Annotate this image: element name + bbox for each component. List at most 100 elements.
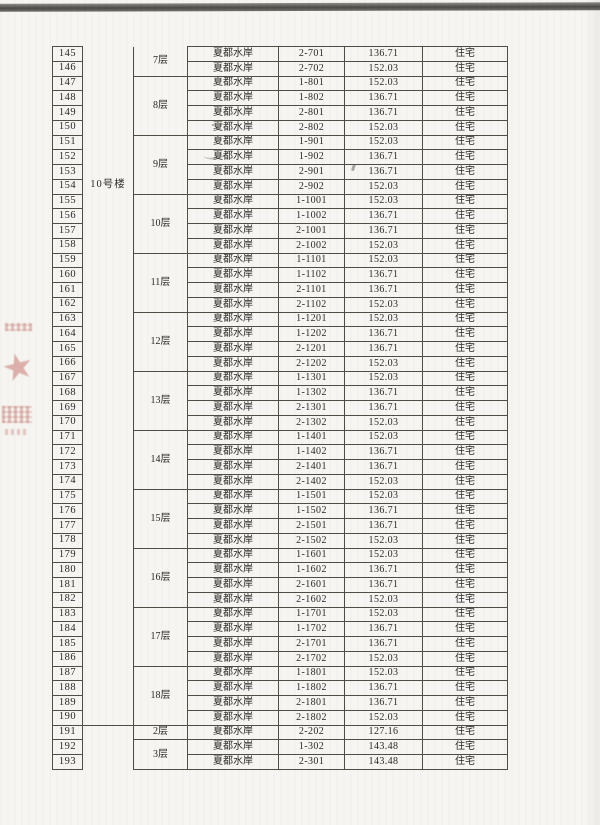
area-cell: 152.03 — [344, 134, 423, 151]
seq-cell: 192 — [52, 739, 83, 755]
project-cell: 夏都水岸 — [187, 606, 279, 623]
seq-cell: 158 — [52, 237, 83, 254]
project-cell: 夏都水岸 — [187, 252, 279, 269]
project-cell: 夏都水岸 — [187, 193, 279, 210]
seq-cell: 162 — [52, 296, 83, 313]
use-cell: 住宅 — [422, 591, 508, 608]
unit-cell: 1-1302 — [278, 385, 345, 401]
table-row: 148 夏都水岸 1-802 136.71 住宅 — [52, 90, 508, 106]
unit-cell: 1-1601 — [278, 547, 345, 564]
unit-cell: 1-302 — [278, 739, 345, 755]
project-cell: 夏都水岸 — [187, 591, 279, 608]
seq-cell: 148 — [52, 90, 83, 106]
seq-cell: 188 — [52, 680, 83, 696]
area-cell: 152.03 — [344, 370, 423, 387]
unit-cell: 2-1101 — [278, 282, 345, 298]
table-row: 156 夏都水岸 1-1002 136.71 住宅 — [52, 208, 508, 224]
seq-cell: 191 — [52, 724, 83, 741]
area-cell: 152.03 — [344, 473, 423, 490]
seq-cell: 172 — [52, 444, 83, 460]
seq-cell: 147 — [52, 75, 83, 92]
unit-cell: 2-1302 — [278, 414, 345, 431]
area-cell: 136.71 — [344, 577, 423, 593]
unit-cell: 2-901 — [278, 164, 345, 180]
seq-cell: 181 — [52, 577, 83, 593]
area-cell: 152.03 — [344, 429, 423, 446]
area-cell: 136.71 — [344, 105, 423, 121]
floor-cell: 16层 — [133, 547, 188, 608]
unit-cell: 1-1801 — [278, 665, 345, 682]
seq-cell: 154 — [52, 178, 83, 195]
seq-cell: 179 — [52, 547, 83, 564]
unit-cell: 1-1401 — [278, 429, 345, 446]
unit-cell: 2-802 — [278, 119, 345, 136]
project-cell: 夏都水岸 — [187, 208, 279, 224]
unit-cell: 2-701 — [278, 46, 345, 62]
use-cell: 住宅 — [422, 311, 508, 328]
unit-cell: 1-901 — [278, 134, 345, 151]
use-cell: 住宅 — [422, 134, 508, 151]
use-cell: 住宅 — [422, 444, 508, 460]
area-cell: 136.71 — [344, 385, 423, 401]
seq-cell: 163 — [52, 311, 83, 328]
project-cell: 夏都水岸 — [187, 149, 279, 165]
project-cell: 夏都水岸 — [187, 385, 279, 401]
project-cell: 夏都水岸 — [187, 709, 279, 726]
area-cell: 136.71 — [344, 149, 423, 165]
property-table: 145 10号楼 7层 夏都水岸 2-701 136.71 住宅 146 夏都水岸 2-702 15… — [52, 46, 508, 770]
unit-cell: 1-1002 — [278, 208, 345, 224]
area-cell: 152.03 — [344, 591, 423, 608]
unit-cell: 2-1702 — [278, 650, 345, 667]
unit-cell: 2-1002 — [278, 237, 345, 254]
project-cell: 夏都水岸 — [187, 311, 279, 328]
use-cell: 住宅 — [422, 370, 508, 387]
use-cell: 住宅 — [422, 208, 508, 224]
project-cell: 夏都水岸 — [187, 75, 279, 92]
area-cell: 152.03 — [344, 709, 423, 726]
project-cell: 夏都水岸 — [187, 562, 279, 578]
project-cell: 夏都水岸 — [187, 503, 279, 519]
table-row: 152 夏都水岸 1-902 136.71 住宅 — [52, 149, 508, 165]
project-cell: 夏都水岸 — [187, 134, 279, 151]
use-cell: 住宅 — [422, 459, 508, 475]
table-row: 190 夏都水岸 2-1802 152.03 住宅 — [52, 709, 508, 726]
area-cell: 136.71 — [344, 621, 423, 637]
area-cell: 152.03 — [344, 665, 423, 682]
area-cell: 152.03 — [344, 650, 423, 667]
unit-cell: 2-1802 — [278, 709, 345, 726]
area-cell: 127.16 — [344, 724, 423, 741]
use-cell: 住宅 — [422, 75, 508, 92]
table-row: 146 夏都水岸 2-702 152.03 住宅 — [52, 60, 508, 77]
seq-cell: 166 — [52, 355, 83, 372]
table-row: 176 夏都水岸 1-1502 136.71 住宅 — [52, 503, 508, 519]
seq-cell: 186 — [52, 650, 83, 667]
floor-cell: 8层 — [133, 75, 188, 136]
use-cell: 住宅 — [422, 621, 508, 637]
table-row: 185 夏都水岸 2-1701 136.71 住宅 — [52, 636, 508, 652]
seq-cell: 184 — [52, 621, 83, 637]
project-cell: 夏都水岸 — [187, 695, 279, 711]
project-cell: 夏都水岸 — [187, 105, 279, 121]
scanner-edge-shadow — [0, 2, 600, 12]
seq-cell: 183 — [52, 606, 83, 623]
use-cell: 住宅 — [422, 149, 508, 165]
area-cell: 136.71 — [344, 680, 423, 696]
project-cell: 夏都水岸 — [187, 267, 279, 283]
area-cell: 152.03 — [344, 547, 423, 564]
table-row: 191 2层 夏都水岸 2-202 127.16 住宅 — [52, 724, 508, 741]
use-cell: 住宅 — [422, 296, 508, 313]
unit-cell: 1-1602 — [278, 562, 345, 578]
project-cell: 夏都水岸 — [187, 46, 279, 62]
floor-cell: 2层 — [133, 724, 188, 741]
area-cell: 136.71 — [344, 562, 423, 578]
area-cell: 152.03 — [344, 60, 423, 77]
use-cell: 住宅 — [422, 739, 508, 755]
seq-cell: 157 — [52, 223, 83, 239]
table-row: 159 11层 夏都水岸 1-1101 152.03 住宅 — [52, 252, 508, 313]
project-cell: 夏都水岸 — [187, 473, 279, 490]
project-cell: 夏都水岸 — [187, 650, 279, 667]
area-cell: 136.71 — [344, 164, 423, 180]
floor-cell: 3层 — [133, 739, 188, 770]
area-cell: 136.71 — [344, 518, 423, 534]
